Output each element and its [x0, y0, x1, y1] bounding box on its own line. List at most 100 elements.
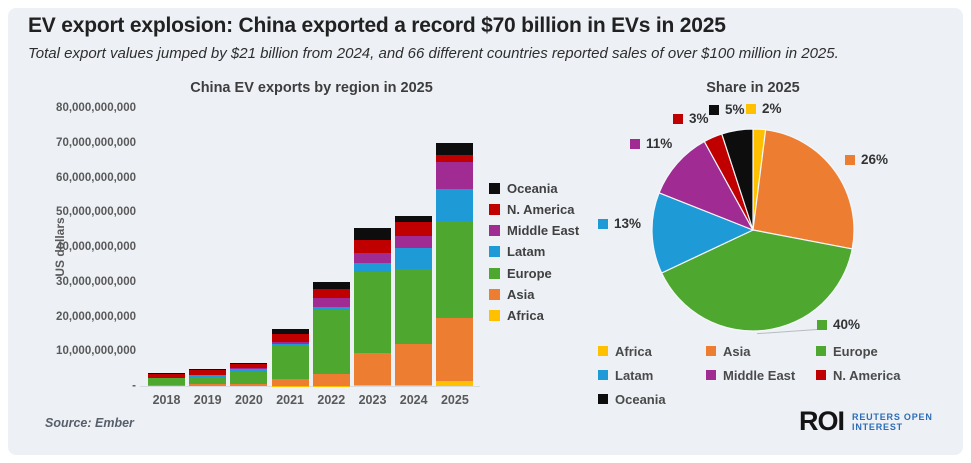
pie-pct-value: 40%	[833, 317, 861, 332]
bar-segment-europe-2020	[230, 371, 268, 384]
bar-2024	[395, 215, 433, 386]
bar-segment-middle-east-2022	[312, 298, 350, 307]
bar-chart-title: China EV exports by region in 2025	[190, 80, 433, 96]
legend-label: Asia	[507, 287, 535, 302]
bar-segment-oceania-2021	[271, 329, 309, 334]
x-tick-label-2024: 2024	[399, 393, 428, 407]
bar-segment-europe-2024	[395, 269, 433, 345]
roi-logo-line1: REUTERS OPEN	[852, 412, 933, 422]
legend-swatch-icon	[489, 246, 500, 258]
bar-segment-n-america-2022	[312, 289, 350, 299]
pie-pct-label-africa: 2%	[746, 101, 782, 116]
bar-segment-n-america-2025	[436, 154, 474, 163]
pie-pct-label-latam: 13%	[598, 216, 641, 231]
pie-slice-oceania	[721, 128, 754, 231]
bar-segment-latam-2022	[312, 306, 350, 310]
pie-chart-title: Share in 2025	[706, 80, 800, 96]
pie-legend-swatch-icon	[598, 346, 608, 356]
pie-chart	[651, 128, 855, 332]
bar-segment-middle-east-2023	[354, 253, 391, 264]
roi-logo: ROI REUTERS OPEN INTEREST	[799, 406, 933, 436]
bar-segment-oceania-2025	[436, 142, 474, 155]
bar-segment-latam-2021	[271, 343, 309, 346]
bar-segment-latam-2025	[436, 189, 474, 221]
x-tick-label-2022: 2022	[317, 393, 346, 407]
y-tick-label: -	[132, 380, 136, 392]
pie-legend-swatch-icon	[598, 394, 608, 404]
legend-item-latam: Latam	[489, 244, 546, 260]
roi-logo-line2: INTEREST	[852, 422, 903, 432]
bar-segment-asia-2024	[395, 344, 433, 385]
pie-pct-label-oceania: 5%	[709, 102, 745, 117]
bar-segment-europe-2018	[148, 378, 185, 385]
bar-segment-africa-2025	[436, 381, 474, 386]
legend-label: Oceania	[507, 180, 558, 196]
bar-segment-asia-2020	[230, 383, 268, 386]
pie-legend-label: N. America	[833, 367, 901, 383]
legend-swatch-icon	[489, 203, 500, 215]
pie-legend-label: Latam	[615, 367, 654, 383]
legend-item-n-america: N. America	[489, 201, 575, 217]
bar-2020	[230, 362, 268, 386]
bar-segment-europe-2021	[271, 345, 309, 379]
bar-segment-latam-2024	[395, 248, 433, 270]
pie-legend-swatch-icon	[816, 346, 826, 356]
bar-2021	[271, 329, 309, 386]
bar-2019	[189, 369, 227, 386]
pie-pct-value: 3%	[689, 111, 709, 126]
pie-legend-item-europe: Europe	[816, 344, 878, 359]
pie-legend-swatch-icon	[706, 346, 716, 356]
pie-legend-item-asia: Asia	[706, 344, 750, 359]
legend-label: Latam	[507, 244, 546, 260]
pie-pct-swatch-icon	[630, 138, 640, 149]
x-tick-label-2021: 2021	[276, 393, 304, 407]
y-tick-label: 10,000,000,000	[56, 345, 136, 358]
page-title: EV export explosion: China exported a re…	[28, 14, 726, 37]
bar-segment-n-america-2019	[189, 370, 227, 375]
legend-item-middle-east: Middle East	[489, 223, 579, 238]
pie-legend-swatch-icon	[816, 370, 826, 380]
legend-swatch-icon	[489, 267, 500, 279]
bar-segment-latam-2020	[230, 369, 268, 372]
pie-pct-swatch-icon	[673, 113, 683, 124]
y-tick-label: 80,000,000,000	[56, 102, 136, 114]
bar-segment-asia-2021	[271, 378, 309, 386]
x-tick-label-2023: 2023	[358, 393, 387, 407]
roi-logo-mark: ROI	[799, 406, 845, 436]
bar-segment-asia-2023	[354, 353, 391, 386]
pie-legend-item-oceania: Oceania	[598, 391, 666, 407]
legend-swatch-icon	[489, 310, 500, 322]
roi-logo-text: REUTERS OPEN INTEREST	[852, 412, 933, 432]
legend-label: N. America	[507, 201, 575, 217]
bar-segment-europe-2019	[189, 376, 227, 384]
legend-swatch-icon	[489, 225, 500, 237]
pie-pct-value: 26%	[861, 152, 889, 167]
bar-2025	[436, 142, 474, 386]
bar-segment-latam-2019	[189, 374, 227, 377]
legend-item-asia: Asia	[489, 287, 535, 302]
bar-segment-n-america-2024	[395, 222, 433, 236]
bar-segment-europe-2025	[436, 220, 474, 318]
bar-segment-asia-2025	[436, 317, 474, 382]
x-tick-label-2025: 2025	[440, 393, 469, 407]
source-note: Source: Ember	[45, 416, 134, 430]
bar-segment-n-america-2021	[271, 333, 309, 342]
bar-segment-middle-east-2025	[436, 162, 474, 189]
y-tick-label: 60,000,000,000	[56, 171, 136, 184]
y-tick-label: 70,000,000,000	[56, 136, 136, 149]
bar-segment-middle-east-2020	[230, 368, 268, 369]
bar-segment-oceania-2019	[189, 369, 227, 371]
bar-segment-middle-east-2021	[271, 341, 309, 344]
pie-legend-label: Oceania	[615, 391, 666, 407]
pie-legend-item-n-america: N. America	[816, 367, 901, 383]
bar-2023	[354, 228, 391, 386]
pie-pct-swatch-icon	[817, 319, 827, 330]
pie-pct-label-n-america: 3%	[673, 111, 709, 126]
bar-segment-n-america-2020	[230, 364, 268, 369]
bar-segment-middle-east-2024	[395, 235, 433, 249]
pie-pct-label-europe: 40%	[817, 317, 860, 332]
x-tick-label-2020: 2020	[234, 393, 263, 407]
bar-2022	[312, 282, 350, 386]
bar-segment-n-america-2018	[148, 373, 185, 378]
